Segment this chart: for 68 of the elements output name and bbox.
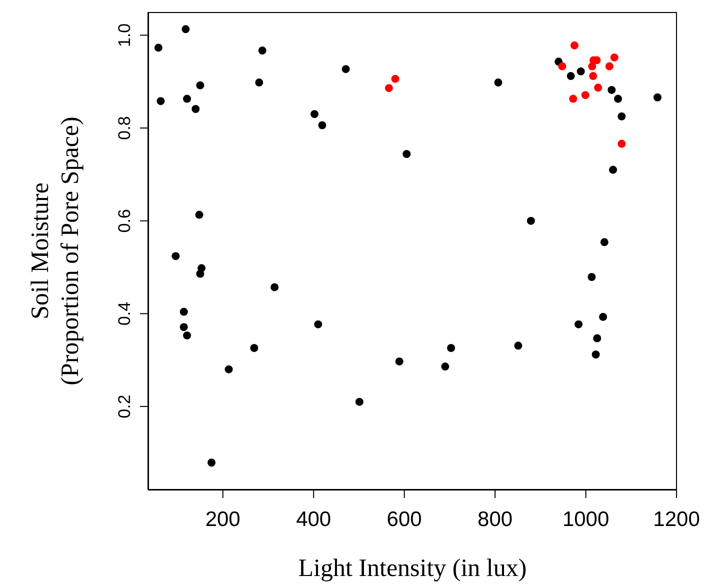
point: [653, 93, 662, 102]
point: [192, 104, 200, 113]
point: [355, 398, 364, 406]
point: [180, 323, 188, 332]
point: [558, 62, 566, 70]
point: [258, 46, 266, 55]
point: [566, 72, 575, 80]
x-axis-title: Light Intensity (in lux): [298, 555, 527, 582]
point: [608, 86, 616, 94]
point: [250, 344, 258, 352]
point: [402, 150, 411, 158]
y-tick-label: 0.6: [115, 209, 134, 233]
point: [614, 94, 622, 103]
point: [570, 41, 578, 50]
point: [514, 342, 522, 350]
point: [154, 44, 162, 52]
point: [196, 270, 204, 278]
y-tick-label: 0.8: [115, 116, 134, 140]
point: [581, 91, 590, 100]
point: [342, 65, 350, 74]
point: [599, 312, 608, 321]
point: [195, 210, 204, 219]
point: [600, 238, 608, 246]
point: [384, 84, 393, 92]
point: [182, 25, 190, 34]
point: [618, 140, 626, 148]
point: [593, 334, 602, 342]
x-tick-label: 600: [386, 508, 422, 531]
point: [224, 365, 233, 374]
point: [441, 362, 450, 371]
y-axis-title: Soil Moisture (Proportion of Pore Space): [27, 116, 84, 386]
point: [318, 121, 326, 130]
point: [447, 344, 456, 352]
point: [196, 81, 204, 90]
point: [574, 320, 583, 328]
point: [569, 94, 578, 103]
point: [270, 283, 279, 292]
y-tick-label: 0.2: [115, 394, 134, 418]
point: [610, 53, 618, 62]
point: [526, 216, 535, 225]
point: [609, 166, 618, 174]
point: [618, 112, 626, 120]
x-tick-label: 1200: [653, 508, 700, 531]
point: [395, 357, 404, 366]
point: [589, 72, 598, 80]
point: [391, 74, 400, 83]
point: [310, 110, 319, 118]
x-tick-label: 800: [478, 508, 513, 531]
point: [588, 62, 596, 70]
point: [183, 94, 192, 103]
point: [208, 458, 216, 467]
point: [314, 320, 322, 328]
x-tick-label: 1000: [562, 508, 610, 531]
point: [592, 350, 600, 358]
point: [183, 331, 192, 340]
point: [605, 62, 614, 70]
point: [594, 84, 602, 92]
point: [180, 308, 188, 316]
point: [255, 78, 264, 87]
x-tick-label: 400: [296, 508, 332, 531]
point: [576, 67, 585, 76]
point: [494, 78, 502, 87]
y-tick-label: 1.0: [115, 23, 134, 48]
point: [588, 272, 596, 281]
x-tick-label: 200: [205, 508, 240, 531]
point: [156, 97, 165, 106]
y-tick-label: 0.4: [115, 302, 134, 326]
point: [172, 252, 180, 260]
